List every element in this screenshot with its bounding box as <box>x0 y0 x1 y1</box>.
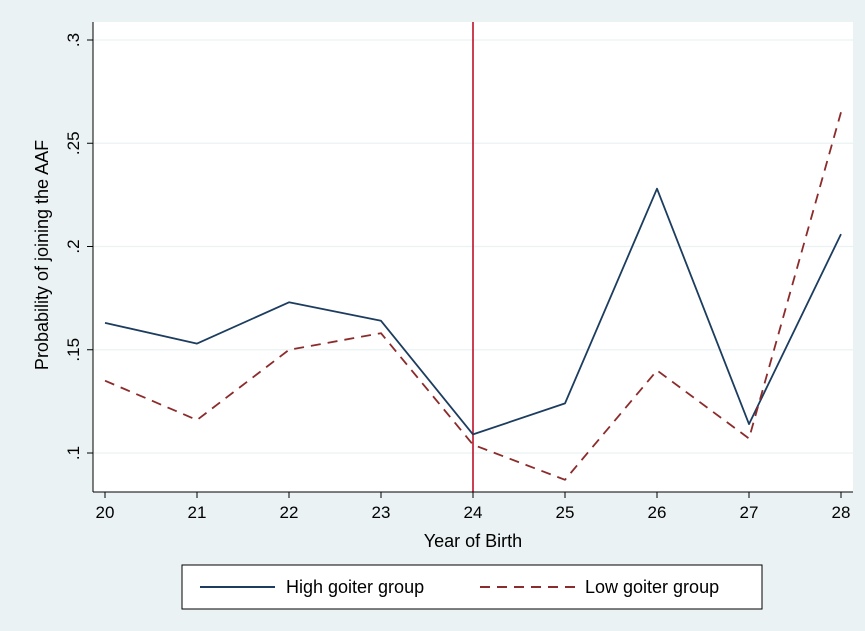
y-axis-title: Probability of joining the AAF <box>32 140 52 370</box>
y-axis: .1 .15 .2 .25 .3 <box>64 22 94 492</box>
legend-box <box>181 564 763 610</box>
y-tick-label: .2 <box>64 239 83 253</box>
x-tick-label: 23 <box>372 503 391 522</box>
series-group <box>104 112 842 481</box>
x-tick-label: 27 <box>740 503 759 522</box>
y-tick-label: .3 <box>64 33 83 47</box>
x-tick-label: 26 <box>648 503 667 522</box>
y-tick-label: .25 <box>64 131 83 155</box>
y-tick-label: .1 <box>64 446 83 460</box>
x-axis-title: Year of Birth <box>424 531 522 551</box>
legend-label-high-goiter: High goiter group <box>286 577 424 597</box>
x-axis: 20 21 22 23 24 25 26 27 28 <box>93 491 853 522</box>
series-line-high-goiter <box>104 187 842 436</box>
legend-label-low-goiter: Low goiter group <box>585 577 719 597</box>
y-tick-label: .15 <box>64 338 83 362</box>
x-tick-label: 24 <box>464 503 483 522</box>
x-tick-label: 20 <box>96 503 115 522</box>
x-tick-label: 28 <box>832 503 851 522</box>
series-line-low-goiter <box>104 112 842 481</box>
x-tick-label: 22 <box>280 503 299 522</box>
x-tick-label: 21 <box>188 503 207 522</box>
legend: High goiter group Low goiter group <box>181 564 763 610</box>
x-tick-label: 25 <box>556 503 575 522</box>
